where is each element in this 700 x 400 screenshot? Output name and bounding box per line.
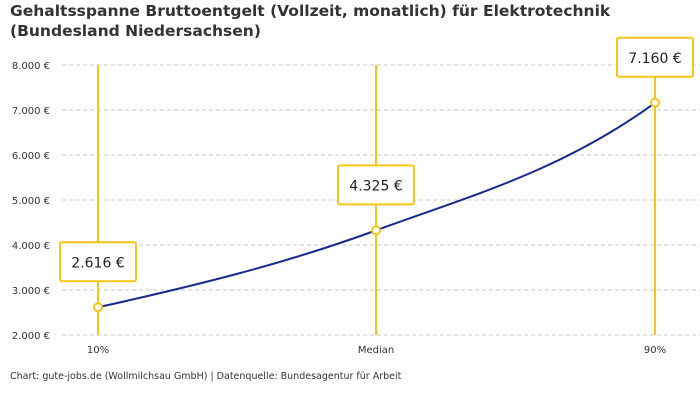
data-label: 7.160 € — [628, 51, 681, 67]
y-tick-label: 4.000 € — [12, 241, 50, 252]
x-tick-label: 90% — [644, 345, 666, 356]
data-point — [650, 97, 660, 108]
y-tick-label: 3.000 € — [12, 286, 50, 297]
x-tick-label: Median — [358, 345, 394, 356]
y-tick-label: 6.000 € — [12, 151, 50, 162]
data-label-box — [337, 164, 415, 206]
chart-title: Gehaltsspanne Bruttoentgelt (Vollzeit, m… — [10, 2, 611, 40]
data-label-box — [616, 36, 694, 78]
data-point — [371, 225, 381, 236]
data-label: 2.616 € — [71, 255, 124, 271]
data-label: 4.325 € — [349, 178, 402, 194]
x-tick-label: 10% — [87, 345, 109, 356]
data-point — [93, 302, 103, 313]
y-tick-label: 2.000 € — [12, 331, 50, 342]
y-tick-label: 7.000 € — [12, 106, 50, 117]
y-tick-label: 8.000 € — [12, 61, 50, 72]
chart-footer: Chart: gute-jobs.de (Wollmilchsau GmbH) … — [10, 371, 402, 382]
y-tick-label: 5.000 € — [12, 196, 50, 207]
data-label-box — [59, 241, 137, 283]
